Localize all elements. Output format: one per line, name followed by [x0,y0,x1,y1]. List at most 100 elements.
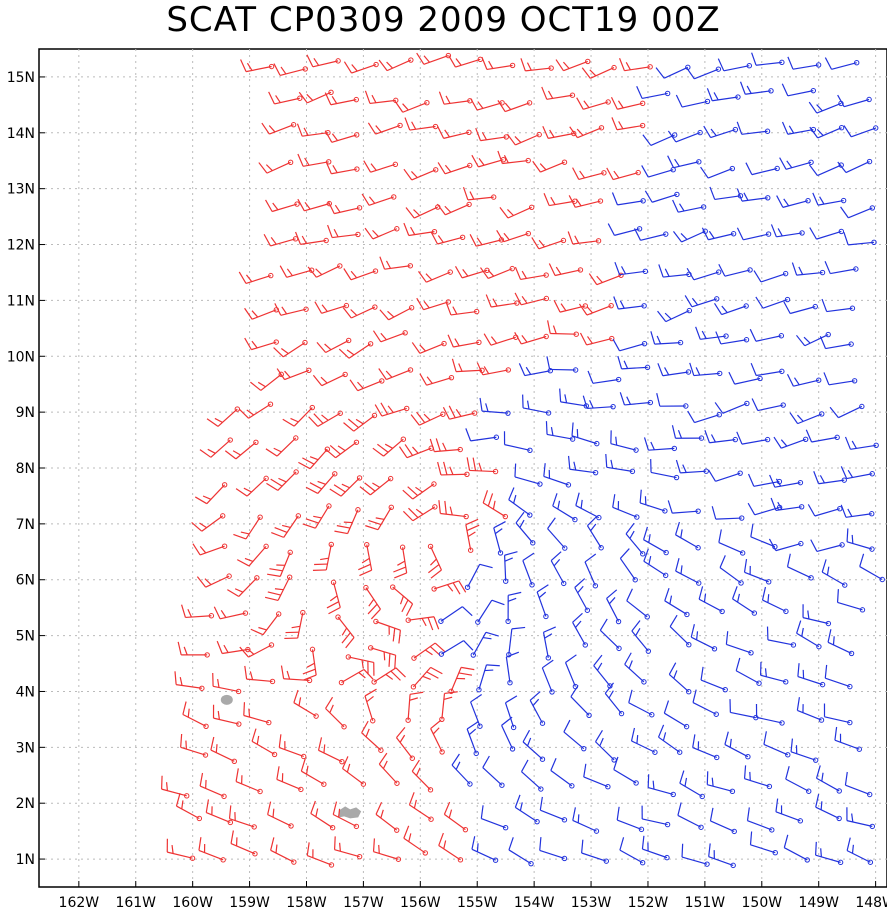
wind-barb [714,302,749,316]
wind-barb [692,734,720,761]
wind-barb [430,231,466,245]
wind-barb [261,122,297,135]
lat-tick-label: 10N [7,349,35,365]
wind-barb [747,502,783,516]
wind-barb [786,553,814,581]
wind-barb [361,720,384,753]
latitude-axis: 15N 14N 13N 12N 11N 10N 9N 8N 7N 6N 5N 4N 3N 2N 1N [7,70,45,868]
wind-barb [342,304,378,319]
wind-barb [326,579,341,615]
wind-barb [679,770,705,800]
wind-barb [636,86,671,100]
wind-barb [576,97,611,110]
wind-barb [503,431,533,454]
wind-barb [365,504,394,531]
wind-barb [606,589,622,625]
wind-barb [515,511,536,546]
wind-barb [711,506,745,521]
wind-barb [547,320,579,337]
wind-barb [296,123,331,137]
wind-barb [508,487,533,518]
wind-barb [619,58,653,72]
wind-barb [393,544,408,579]
wind-barb [834,726,863,752]
wind-barb [297,198,333,212]
wind-barb [300,758,327,787]
lat-tick-label: 3N [16,740,35,756]
lat-tick-label: 15N [7,70,35,86]
wind-barb [518,363,554,377]
wind-barb [438,640,474,657]
wind-barb [371,667,406,685]
wind-barb [669,614,692,648]
wind-barb [235,768,263,795]
wind-barb [342,756,367,787]
grid-lines [39,49,887,887]
wind-barb [233,514,263,540]
wind-barb [763,731,791,758]
wind-barb [840,205,876,219]
wind-barb [316,337,352,354]
wind-barb [212,704,242,727]
wind-barb [364,688,377,724]
wind-barb [448,666,475,695]
wind-barb [715,331,750,345]
islet-shape [220,694,233,705]
wind-barb [749,831,778,856]
wind-barb [236,543,269,567]
wind-barb [581,64,617,79]
wind-barb [408,792,434,822]
lat-tick-label: 12N [7,238,35,254]
wind-barb [846,528,875,552]
wind-barb [302,646,317,681]
wind-barb [539,796,568,823]
wind-barb [574,578,591,613]
wind-barb [586,515,604,551]
wind-barb [273,339,308,358]
wind-barb [235,475,269,497]
wind-barb [843,125,879,138]
wind-barb [550,758,575,789]
islet-shape [339,806,362,819]
wind-barb [359,475,394,496]
wind-barb [379,305,415,321]
wind-barb [437,461,470,477]
wind-barb [205,799,234,826]
wind-barb [718,263,753,277]
wind-barb [508,837,534,867]
wind-barb [411,340,447,354]
lat-tick-label: 7N [16,517,35,533]
wind-barb [775,798,804,824]
wind-barb [667,129,703,143]
wind-barb [664,587,690,618]
wind-barb [617,355,651,371]
wind-barb [543,463,572,488]
wind-barb [506,131,542,146]
wind-barb [333,836,363,860]
wind-barb [438,832,464,863]
wind-barb [482,755,505,788]
wind-barb [466,721,479,757]
wind-barb [358,541,373,577]
wind-barb [824,57,860,70]
wind-barb [265,435,299,457]
wind-barb [672,199,707,213]
wind-barb [298,89,334,104]
wind-barb [465,428,500,442]
wind-barb [398,444,434,459]
wind-barb [438,606,473,624]
wind-barb [677,802,704,830]
wind-barb [363,584,381,620]
wind-barb [829,403,865,419]
wind-barb [298,446,331,470]
wind-barb [325,696,347,730]
wind-barb [239,642,275,658]
wind-barb [781,83,817,97]
wind-barb [244,307,280,320]
wind-barb [312,371,348,387]
wind-barb [548,263,584,277]
wind-barb [643,548,669,579]
wind-barb [667,155,702,169]
wind-barb [809,125,845,139]
wind-barb [314,301,350,314]
